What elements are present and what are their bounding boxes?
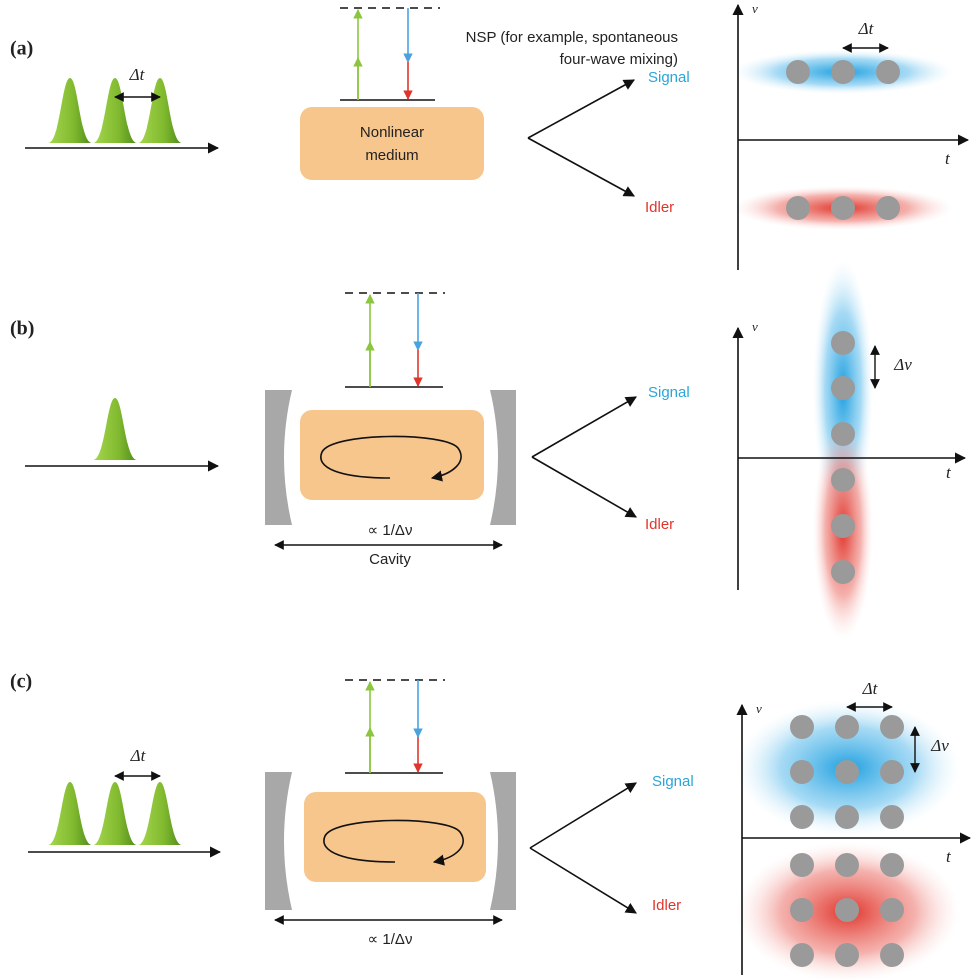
photon-dot bbox=[790, 853, 814, 877]
pulse bbox=[93, 782, 137, 845]
medium-label: medium bbox=[365, 147, 418, 164]
photon-dot bbox=[790, 805, 814, 829]
panel-label: (b) bbox=[10, 318, 34, 340]
process-note: NSP (for example, spontaneous bbox=[466, 29, 678, 46]
photon-dot bbox=[880, 898, 904, 922]
idler-branch bbox=[532, 457, 636, 517]
photon-dot bbox=[790, 715, 814, 739]
photon-dot bbox=[835, 943, 859, 967]
pulse-spacing: Δt bbox=[130, 746, 147, 765]
mirror bbox=[490, 390, 516, 525]
signal-label: Signal bbox=[648, 69, 690, 86]
nonlinear-medium bbox=[304, 792, 486, 882]
photon-dot bbox=[786, 196, 810, 220]
photon-dot bbox=[831, 422, 855, 446]
signal-branch bbox=[528, 80, 634, 138]
photon-dot bbox=[831, 331, 855, 355]
idler-branch bbox=[530, 848, 636, 913]
pulse-spacing: Δt bbox=[129, 65, 146, 84]
photon-dot bbox=[835, 805, 859, 829]
photon-dot bbox=[835, 715, 859, 739]
photon-dot bbox=[831, 60, 855, 84]
idler-label: Idler bbox=[645, 199, 674, 216]
photon-dot bbox=[880, 853, 904, 877]
photon-dot bbox=[786, 60, 810, 84]
photon-dot bbox=[876, 196, 900, 220]
mirror bbox=[490, 772, 516, 910]
photon-dot bbox=[880, 805, 904, 829]
diagram: (a) Δt NSP (for example, spontaneous fou… bbox=[0, 0, 974, 979]
axis-label: ν bbox=[752, 319, 758, 334]
photon-dot bbox=[835, 898, 859, 922]
medium-label: Nonlinear bbox=[360, 124, 424, 141]
mirror bbox=[265, 390, 292, 525]
photon-dot bbox=[876, 60, 900, 84]
axis-label: t bbox=[946, 847, 952, 866]
plot-spacing: Δt bbox=[862, 679, 879, 698]
cavity-length: ∝ 1/Δν bbox=[368, 522, 413, 539]
pulse bbox=[48, 782, 92, 845]
panel-label: (a) bbox=[10, 38, 33, 60]
signal-label: Signal bbox=[648, 384, 690, 401]
axis-label: t bbox=[946, 463, 952, 482]
photon-dot bbox=[880, 715, 904, 739]
photon-dot bbox=[790, 943, 814, 967]
cavity-length: ∝ 1/Δν bbox=[368, 931, 413, 948]
pulse bbox=[138, 782, 182, 845]
axis-label: t bbox=[945, 149, 951, 168]
signal-branch bbox=[530, 783, 636, 848]
plot-spacing: Δν bbox=[930, 736, 949, 755]
photon-dot bbox=[880, 943, 904, 967]
photon-dot bbox=[831, 376, 855, 400]
photon-dot bbox=[790, 898, 814, 922]
process-note: four-wave mixing) bbox=[560, 51, 678, 68]
idler-label: Idler bbox=[645, 516, 674, 533]
photon-dot bbox=[835, 760, 859, 784]
photon-dot bbox=[831, 468, 855, 492]
nonlinear-medium bbox=[300, 107, 484, 180]
pulse bbox=[93, 78, 137, 143]
pulse bbox=[138, 78, 182, 143]
signal-branch bbox=[532, 397, 636, 457]
pulse bbox=[93, 398, 137, 460]
photon-dot bbox=[831, 514, 855, 538]
axis-label: ν bbox=[756, 701, 762, 716]
photon-dot bbox=[835, 853, 859, 877]
pulse bbox=[48, 78, 92, 143]
plot-spacing: Δν bbox=[893, 355, 912, 374]
signal-label: Signal bbox=[652, 773, 694, 790]
idler-label: Idler bbox=[652, 897, 681, 914]
photon-dot bbox=[880, 760, 904, 784]
panel-label: (c) bbox=[10, 671, 32, 693]
photon-dot bbox=[831, 196, 855, 220]
photon-dot bbox=[790, 760, 814, 784]
axis-label: ν bbox=[752, 1, 758, 16]
plot-spacing: Δt bbox=[858, 19, 875, 38]
cavity-label: Cavity bbox=[369, 551, 411, 568]
idler-branch bbox=[528, 138, 634, 196]
photon-dot bbox=[831, 560, 855, 584]
mirror bbox=[265, 772, 292, 910]
nonlinear-medium bbox=[300, 410, 484, 500]
